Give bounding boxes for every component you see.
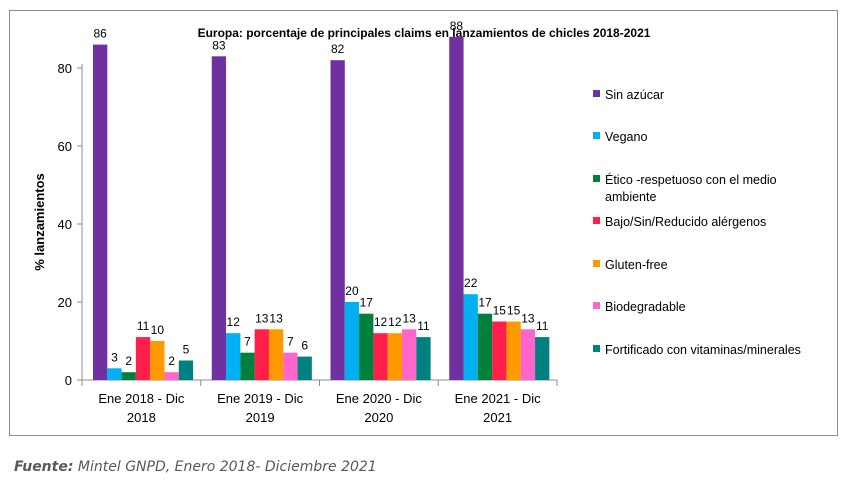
- x-tick-label: 2021: [483, 410, 512, 425]
- data-label: 15: [507, 304, 521, 318]
- x-tick-label: Ene 2018 - Dic: [98, 391, 184, 406]
- data-label: 6: [301, 339, 308, 353]
- bar: [240, 352, 255, 380]
- legend-label: Sin azúcar: [605, 88, 664, 102]
- legend-label: Fortificado con vitaminas/minerales: [605, 343, 801, 357]
- bar: [402, 329, 417, 380]
- bar: [150, 341, 165, 380]
- x-tick-label: 2018: [127, 410, 156, 425]
- bar: [330, 60, 345, 380]
- data-label: 3: [111, 350, 118, 364]
- bar: [268, 329, 284, 380]
- y-tick-label: 20: [58, 295, 72, 310]
- x-tick-label: 2019: [246, 410, 275, 425]
- legend-swatch: [593, 302, 600, 309]
- data-label: 12: [227, 315, 241, 329]
- bar: [344, 302, 360, 380]
- data-label: 11: [417, 319, 430, 333]
- bar: [463, 294, 478, 380]
- bar: [135, 337, 151, 380]
- bar: [164, 372, 179, 380]
- data-label: 13: [255, 311, 269, 325]
- bar: [93, 44, 108, 380]
- bar: [387, 333, 402, 380]
- source-note: Fuente: Mintel GNPD, Enero 2018- Diciemb…: [14, 459, 377, 475]
- data-label: 12: [388, 315, 402, 329]
- data-label: 20: [345, 284, 359, 298]
- data-label: 13: [402, 311, 416, 325]
- data-label: 5: [183, 343, 190, 357]
- legend-label: Gluten-free: [605, 258, 668, 272]
- bar: [359, 313, 374, 380]
- data-label: 17: [478, 296, 492, 310]
- y-tick-label: 80: [58, 61, 72, 76]
- bar: [254, 329, 269, 380]
- bar: [373, 333, 388, 380]
- legend-swatch: [593, 90, 600, 97]
- x-tick-label: 2020: [364, 410, 393, 425]
- data-label: 11: [536, 319, 549, 333]
- bar: [107, 368, 122, 380]
- data-label: 17: [360, 296, 374, 310]
- bar: [226, 333, 241, 380]
- bar: [211, 56, 227, 381]
- y-tick-label: 60: [58, 139, 72, 154]
- data-label: 15: [493, 304, 507, 318]
- bar: [492, 321, 507, 380]
- legend-label: Ético -respetuoso con el medio: [605, 172, 777, 187]
- source-text: Mintel GNPD, Enero 2018- Diciembre 2021: [77, 459, 377, 475]
- data-label: 13: [269, 311, 283, 325]
- data-label: 88: [450, 19, 464, 33]
- y-tick-label: 0: [65, 373, 72, 388]
- bar: [477, 313, 493, 380]
- legend-label: Biodegradable: [605, 300, 686, 314]
- legend-swatch: [593, 260, 600, 267]
- bar: [535, 337, 550, 380]
- data-label: 7: [244, 335, 251, 349]
- legend-swatch: [593, 132, 600, 139]
- x-tick-label: Ene 2019 - Dic: [217, 391, 303, 406]
- bar: [121, 372, 136, 380]
- legend-swatch: [593, 217, 600, 224]
- bar: [297, 356, 312, 380]
- data-label: 86: [93, 27, 107, 41]
- legend-label: Vegano: [605, 130, 647, 144]
- source-label: Fuente:: [14, 459, 74, 475]
- bar: [416, 337, 431, 380]
- data-label: 12: [374, 315, 388, 329]
- bar: [520, 329, 536, 380]
- bar: [178, 360, 194, 380]
- bar: [449, 36, 464, 381]
- legend-label: ambiente: [605, 190, 656, 204]
- data-label: 22: [464, 276, 478, 290]
- legend-label: Bajo/Sin/Reducido alérgenos: [605, 215, 766, 229]
- data-label: 82: [331, 42, 345, 56]
- bar: [283, 352, 298, 380]
- y-axis-label: % lanzamientos: [32, 173, 47, 271]
- x-tick-label: Ene 2021 - Dic: [455, 391, 541, 406]
- data-label: 2: [125, 354, 132, 368]
- legend-swatch: [593, 345, 600, 352]
- x-tick-label: Ene 2020 - Dic: [336, 391, 422, 406]
- bar: [506, 321, 521, 380]
- y-tick-label: 40: [58, 217, 72, 232]
- data-label: 11: [137, 319, 150, 333]
- legend-swatch: [593, 175, 600, 182]
- data-label: 13: [521, 311, 535, 325]
- data-label: 7: [287, 335, 294, 349]
- chart-title: Europa: porcentaje de principales claims…: [198, 26, 651, 40]
- data-label: 10: [151, 323, 165, 337]
- data-label: 2: [168, 354, 175, 368]
- data-label: 83: [212, 38, 226, 52]
